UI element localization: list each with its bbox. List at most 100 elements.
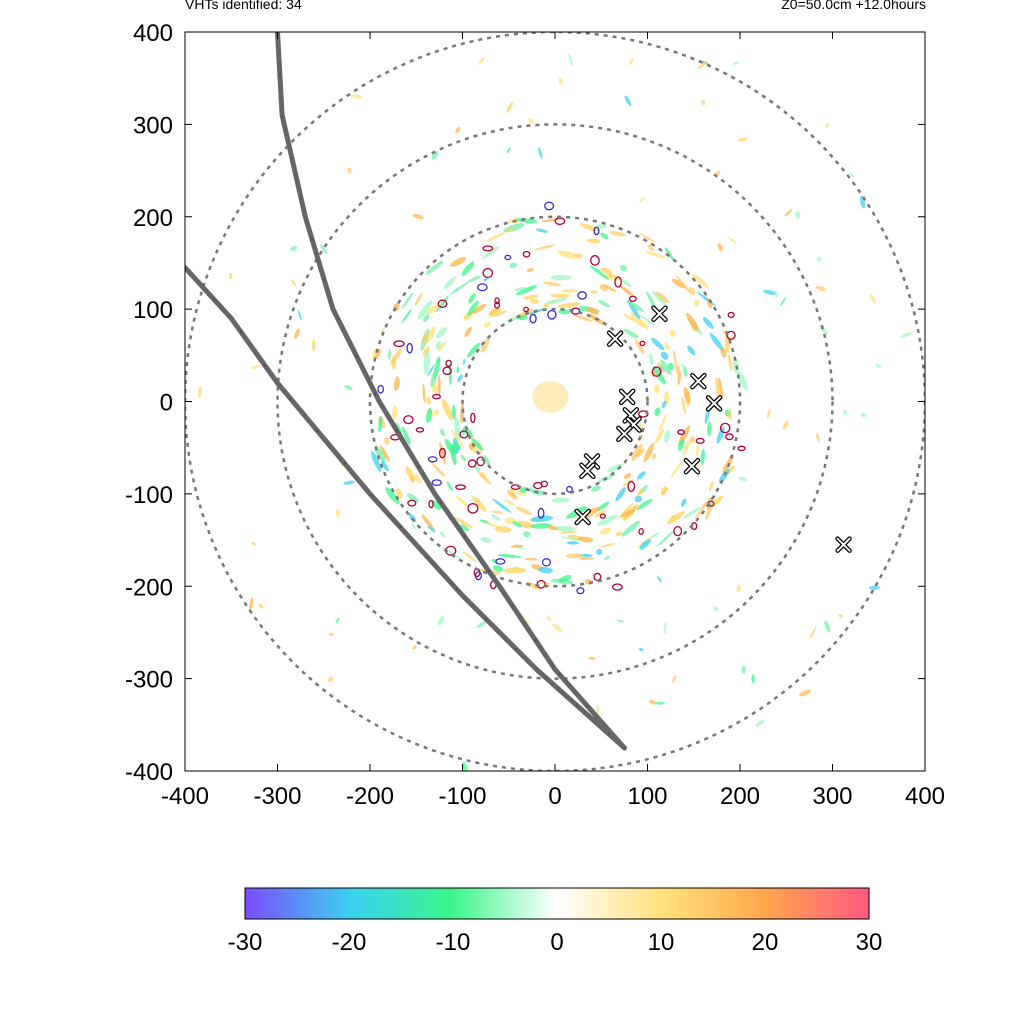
updraft-feature bbox=[423, 346, 430, 357]
updraft-feature bbox=[565, 553, 584, 559]
downdraft-feature bbox=[440, 428, 445, 437]
contour-loop bbox=[482, 267, 494, 279]
contour-loop bbox=[612, 583, 623, 591]
y-tick-label: -400 bbox=[125, 759, 173, 786]
range-ring bbox=[276, 123, 834, 680]
downdraft-feature bbox=[482, 455, 490, 466]
updraft-feature bbox=[524, 557, 539, 561]
downdraft-feature bbox=[779, 297, 787, 307]
updraft-feature bbox=[766, 408, 771, 419]
downdraft-feature bbox=[560, 536, 583, 542]
y-tick-label: 200 bbox=[133, 205, 173, 232]
updraft-feature bbox=[636, 489, 644, 496]
contour-loop bbox=[459, 430, 469, 439]
updraft-feature bbox=[736, 584, 741, 593]
contour-loop bbox=[455, 484, 466, 490]
downdraft-feature bbox=[680, 498, 687, 507]
updraft-feature bbox=[603, 284, 617, 292]
updraft-feature bbox=[558, 77, 563, 85]
updraft-feature bbox=[517, 520, 535, 529]
y-tick-label: -200 bbox=[125, 574, 173, 601]
updraft-feature bbox=[481, 521, 502, 529]
contour-loop bbox=[614, 276, 622, 288]
updraft-feature bbox=[615, 531, 624, 536]
updraft-feature bbox=[632, 504, 640, 510]
y-tick-label: 400 bbox=[133, 20, 173, 47]
updraft-feature bbox=[701, 100, 706, 106]
contour-loop bbox=[523, 306, 529, 313]
contour-loop bbox=[474, 571, 483, 581]
downdraft-feature bbox=[401, 426, 411, 446]
downdraft-feature bbox=[530, 515, 553, 523]
updraft-feature bbox=[825, 122, 829, 128]
contour-loop bbox=[407, 499, 417, 507]
downdraft-feature bbox=[438, 616, 445, 626]
x-tick-label: 400 bbox=[905, 783, 945, 810]
updraft-feature bbox=[507, 227, 515, 232]
contour-loop bbox=[406, 342, 413, 354]
contour-loop bbox=[467, 503, 479, 514]
updraft-feature bbox=[634, 338, 645, 355]
downdraft-feature bbox=[731, 61, 740, 65]
downdraft-feature bbox=[566, 541, 579, 545]
contour-loop bbox=[599, 513, 606, 519]
downdraft-feature bbox=[702, 316, 714, 329]
downdraft-feature bbox=[663, 430, 671, 443]
contour-loop bbox=[593, 226, 600, 236]
downdraft-feature bbox=[624, 95, 632, 106]
downdraft-feature bbox=[661, 400, 667, 409]
updraft-feature bbox=[392, 405, 398, 420]
downdraft-feature bbox=[407, 493, 419, 503]
updraft-feature bbox=[661, 487, 669, 496]
downdraft-feature bbox=[450, 281, 470, 295]
updraft-feature bbox=[431, 384, 439, 394]
updraft-feature bbox=[478, 56, 485, 65]
updraft-feature bbox=[541, 217, 564, 223]
updraft-feature bbox=[509, 489, 528, 496]
updraft-feature bbox=[675, 275, 691, 294]
downdraft-feature bbox=[423, 350, 430, 375]
downdraft-feature bbox=[707, 421, 712, 437]
updraft-feature bbox=[622, 479, 634, 487]
updraft-feature bbox=[503, 499, 516, 506]
updraft-feature bbox=[572, 314, 594, 322]
vht-marker bbox=[606, 330, 624, 347]
contour-loop bbox=[547, 309, 557, 320]
updraft-feature bbox=[503, 567, 527, 574]
downdraft-feature bbox=[370, 451, 382, 472]
storm-track-marks bbox=[277, 32, 625, 749]
downdraft-feature bbox=[639, 539, 651, 550]
downdraft-feature bbox=[591, 485, 601, 492]
downdraft-feature bbox=[621, 520, 640, 537]
updraft-feature bbox=[600, 543, 616, 548]
contour-loop bbox=[494, 297, 500, 305]
updraft-feature bbox=[198, 385, 202, 399]
colorbar-tick-label: 30 bbox=[856, 929, 883, 956]
downdraft-feature bbox=[417, 300, 433, 320]
updraft-feature bbox=[495, 526, 512, 533]
contour-loop bbox=[590, 255, 600, 266]
updraft-feature bbox=[421, 514, 435, 531]
updraft-feature bbox=[586, 306, 599, 315]
contour-loop bbox=[428, 499, 434, 509]
vht-marker bbox=[616, 425, 633, 443]
downdraft-feature bbox=[344, 385, 353, 391]
x-tick-label: -400 bbox=[161, 783, 209, 810]
updraft-feature bbox=[681, 395, 686, 415]
downdraft-feature bbox=[479, 519, 489, 523]
updraft-feature bbox=[541, 581, 551, 586]
contour-loop bbox=[540, 480, 549, 488]
updraft-feature bbox=[670, 459, 684, 479]
x-tick-label: -100 bbox=[438, 783, 486, 810]
downdraft-feature bbox=[483, 277, 489, 282]
updraft-feature bbox=[249, 597, 254, 611]
downdraft-feature bbox=[290, 246, 298, 251]
updraft-feature bbox=[527, 118, 535, 124]
x-tick-label: -200 bbox=[346, 783, 394, 810]
downdraft-feature bbox=[506, 147, 511, 154]
x-tick-label: 100 bbox=[627, 783, 667, 810]
downdraft-feature bbox=[604, 555, 610, 561]
contour-loop bbox=[541, 558, 552, 567]
updraft-feature bbox=[580, 557, 594, 560]
x-tick-label: 200 bbox=[720, 783, 760, 810]
